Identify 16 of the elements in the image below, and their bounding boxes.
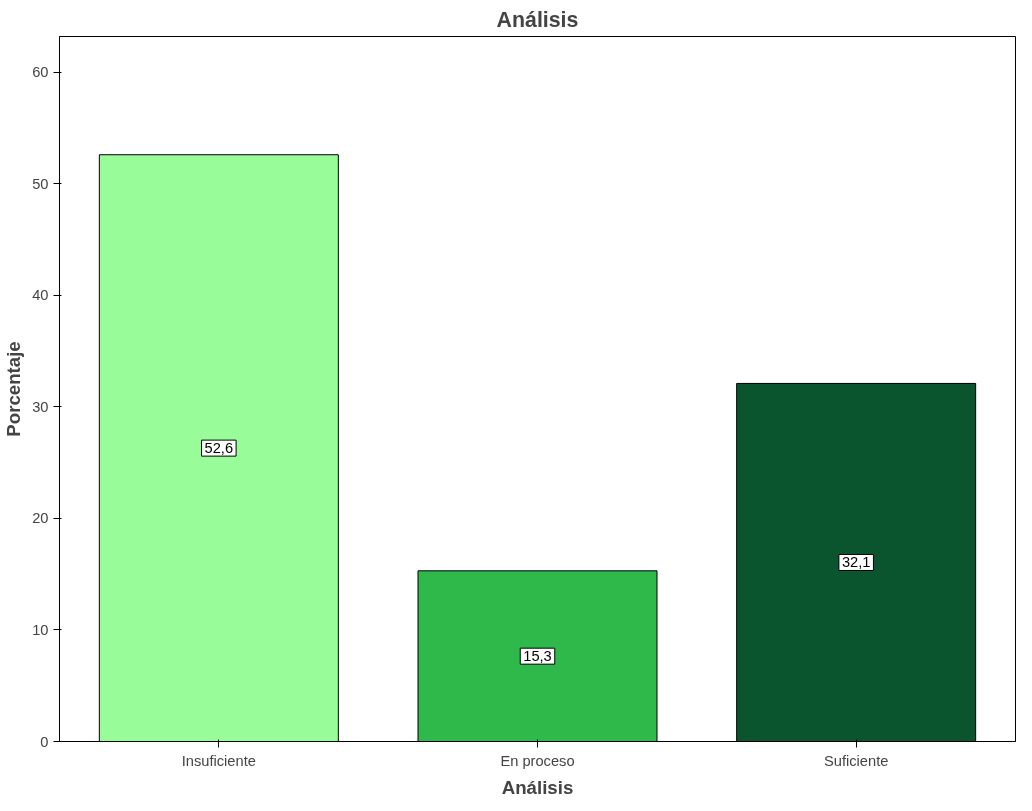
data-label: 32,1 — [841, 554, 871, 571]
x-axis-title: Análisis — [501, 776, 574, 798]
y-tick-label: 0 — [40, 733, 49, 750]
data-label: 52,6 — [204, 440, 234, 457]
y-tick-label: 60 — [32, 64, 49, 81]
y-tick-label: 20 — [32, 510, 49, 527]
data-label: 15,3 — [523, 648, 552, 665]
x-tick-label: Insuficiente — [181, 752, 256, 769]
x-tick-label: Suficiente — [823, 752, 889, 769]
chart-title: Análisis — [496, 7, 579, 32]
y-tick-label: 10 — [32, 621, 49, 638]
y-axis-title: Porcentaje — [3, 341, 25, 437]
y-tick-label: 40 — [32, 287, 49, 304]
x-tick-label: En proceso — [500, 752, 575, 769]
y-tick-label: 50 — [32, 175, 49, 192]
y-tick-label: 30 — [32, 398, 49, 415]
